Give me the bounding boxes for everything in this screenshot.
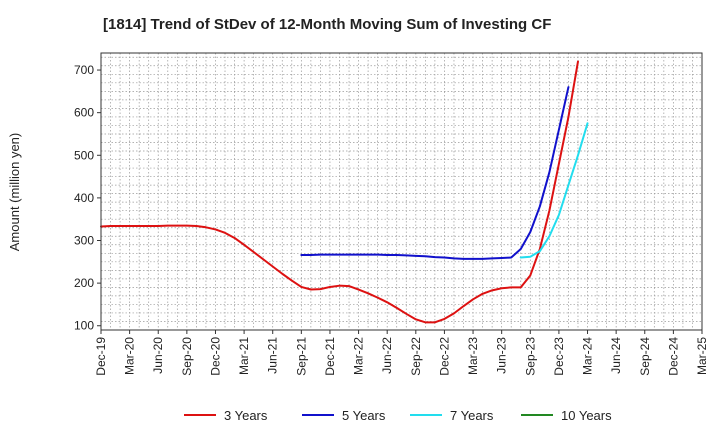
x-tick-label: Mar-23 — [466, 337, 480, 375]
y-axis-ticks: 100 200 300 400 500 600 700 — [74, 63, 101, 333]
grid — [101, 53, 702, 330]
x-tick-label: Dec-20 — [208, 337, 222, 376]
x-tick-label: Sep-22 — [409, 337, 423, 376]
plot-series — [100, 60, 589, 324]
x-tick-label: Mar-24 — [581, 337, 595, 375]
y-tick-label: 600 — [74, 106, 94, 120]
legend: 3 Years 5 Years 7 Years 10 Years — [184, 408, 612, 423]
x-tick-label: Dec-22 — [437, 337, 451, 376]
x-tick-label: Mar-25 — [695, 337, 709, 375]
x-tick-label: Sep-20 — [180, 337, 194, 376]
x-tick-label: Sep-21 — [294, 337, 308, 376]
series-line-5-years — [300, 86, 570, 260]
y-tick-label: 700 — [74, 63, 94, 77]
x-tick-label: Jun-20 — [151, 337, 165, 374]
y-tick-label: 500 — [74, 148, 94, 162]
x-tick-label: Mar-20 — [123, 337, 137, 375]
legend-label: 5 Years — [342, 408, 386, 423]
y-tick-label: 300 — [74, 234, 94, 248]
x-axis-ticks: Dec-19 Mar-20 Jun-20 Sep-20 Dec-20 Mar-21 Jun-… — [94, 330, 709, 376]
x-tick-label: Dec-21 — [323, 337, 337, 376]
x-tick-label: Mar-22 — [352, 337, 366, 375]
y-axis-label: Amount (million yen) — [7, 133, 22, 252]
x-tick-label: Jun-24 — [609, 337, 623, 374]
legend-label: 7 Years — [450, 408, 494, 423]
x-tick-label: Dec-24 — [666, 337, 680, 376]
series-line-3-years — [100, 60, 579, 324]
x-tick-label: Dec-19 — [94, 337, 108, 376]
y-tick-label: 400 — [74, 191, 94, 205]
series-line-7-years — [519, 122, 589, 259]
x-tick-label: Jun-23 — [495, 337, 509, 374]
x-tick-label: Sep-23 — [523, 337, 537, 376]
legend-label: 3 Years — [224, 408, 268, 423]
plot-frame — [100, 52, 703, 331]
y-tick-label: 200 — [74, 276, 94, 290]
x-tick-label: Dec-23 — [552, 337, 566, 376]
x-tick-label: Mar-21 — [237, 337, 251, 375]
x-tick-label: Jun-22 — [380, 337, 394, 374]
x-tick-label: Sep-24 — [638, 337, 652, 376]
y-tick-label: 100 — [74, 319, 94, 333]
chart-title: [1814] Trend of StDev of 12-Month Moving… — [103, 16, 551, 33]
legend-label: 10 Years — [561, 408, 612, 423]
x-tick-label: Jun-21 — [266, 337, 280, 374]
